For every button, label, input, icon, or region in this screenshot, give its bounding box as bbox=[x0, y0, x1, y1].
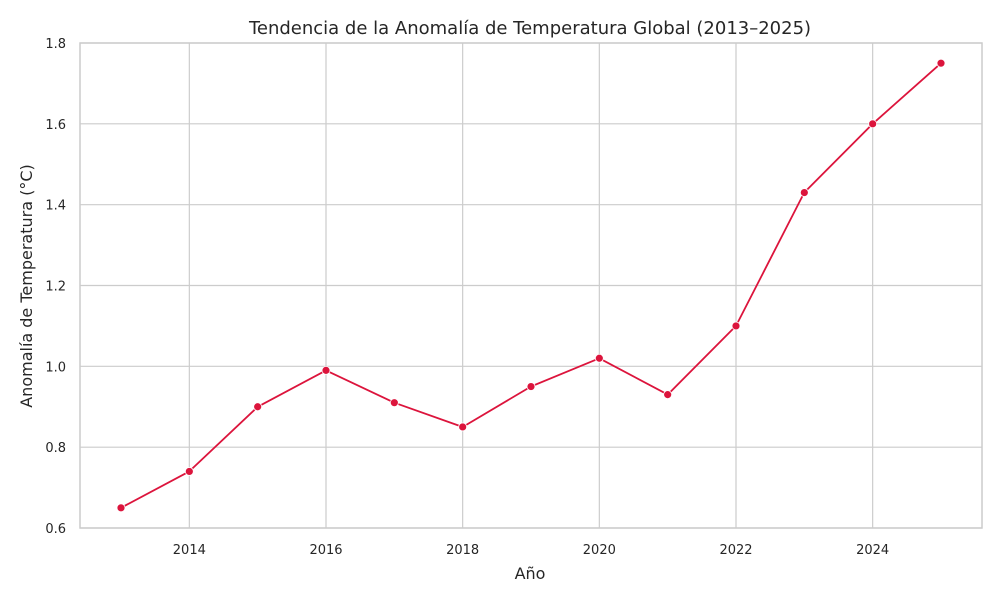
data-point bbox=[389, 398, 399, 408]
data-point bbox=[731, 321, 741, 331]
data-point bbox=[321, 365, 331, 375]
data-point bbox=[253, 402, 263, 412]
data-point bbox=[868, 119, 878, 129]
series-layer bbox=[116, 58, 946, 513]
data-point bbox=[116, 503, 126, 513]
y-tick-label: 1.4 bbox=[45, 199, 66, 214]
gridlines bbox=[80, 42, 982, 529]
data-point bbox=[936, 58, 946, 68]
data-point bbox=[526, 382, 536, 391]
y-tick-label: 1.0 bbox=[45, 360, 66, 375]
y-tick-label: 1.6 bbox=[45, 118, 66, 133]
data-point bbox=[184, 467, 194, 476]
y-tick-label: 1.8 bbox=[45, 37, 66, 52]
y-tick-label: 0.8 bbox=[45, 441, 66, 456]
x-tick-label: 2016 bbox=[309, 543, 342, 558]
x-axis-label: Año bbox=[515, 564, 546, 583]
y-tick-labels: 0.6 0.8 1.0 1.2 1.4 1.6 1.8 bbox=[45, 37, 66, 537]
x-tick-labels: 2014 2016 2018 2020 2022 2024 bbox=[173, 543, 889, 558]
plot-frame bbox=[79, 42, 983, 529]
x-tick-label: 2020 bbox=[583, 543, 616, 558]
chart-title: Tendencia de la Anomalía de Temperatura … bbox=[248, 18, 811, 39]
x-tick-label: 2022 bbox=[719, 543, 752, 558]
data-point bbox=[458, 422, 468, 432]
data-point bbox=[799, 188, 809, 197]
data-point bbox=[663, 390, 673, 400]
y-tick-label: 0.6 bbox=[45, 522, 66, 537]
x-tick-label: 2014 bbox=[173, 543, 206, 558]
x-tick-label: 2024 bbox=[856, 543, 889, 558]
y-axis-label: Anomalía de Temperatura (°C) bbox=[17, 164, 36, 408]
data-point bbox=[594, 353, 604, 363]
x-tick-label: 2018 bbox=[446, 543, 479, 558]
y-tick-label: 1.2 bbox=[45, 280, 66, 295]
